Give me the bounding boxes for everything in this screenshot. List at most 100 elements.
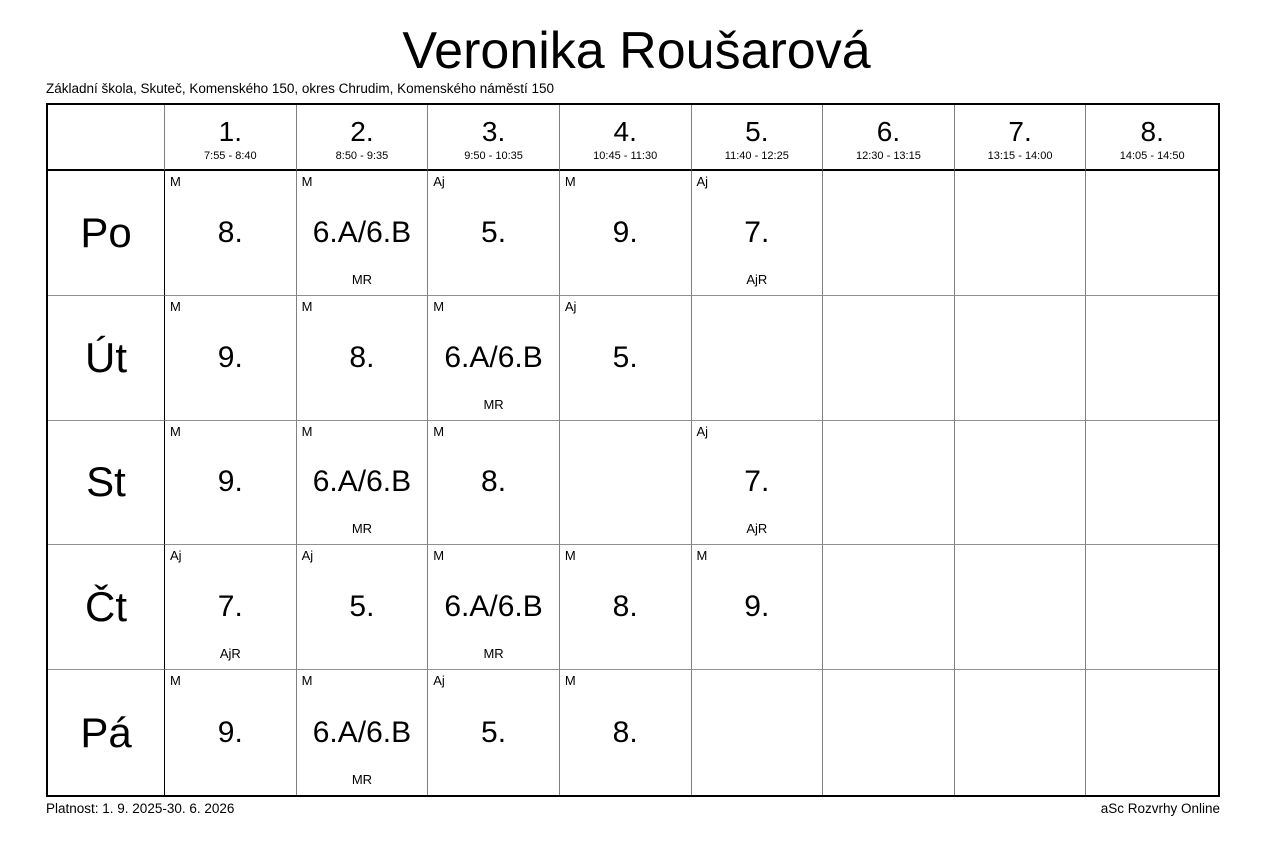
- period-time: 13:15 - 14:00: [987, 150, 1053, 162]
- empty-cell: [1086, 670, 1218, 795]
- period-header-3: 3. 9:50 - 10:35: [428, 105, 560, 171]
- lesson-cell: Aj 7. AjR: [691, 420, 824, 546]
- lesson-group: 8.: [612, 715, 638, 749]
- lesson-subject: Aj: [170, 548, 182, 564]
- lesson-group: 5.: [481, 715, 507, 749]
- lesson-cell: M 8.: [428, 420, 560, 546]
- period-time: 14:05 - 14:50: [1119, 150, 1185, 162]
- lesson-subject: M: [564, 673, 576, 689]
- lesson-cell: M 8.: [559, 670, 692, 795]
- lesson-group: 9.: [612, 215, 638, 249]
- lesson-subject: M: [433, 298, 445, 314]
- empty-cell: [691, 295, 824, 421]
- lesson-room: MR: [351, 521, 373, 537]
- lesson-cell: M 6.A/6.B MR: [296, 420, 429, 546]
- lesson-group: 7.: [744, 215, 770, 249]
- period-number: 4.: [613, 116, 637, 147]
- lesson-group: 6.A/6.B: [312, 715, 412, 749]
- day-label-text: Út: [85, 333, 127, 381]
- lesson-subject: Aj: [696, 174, 709, 189]
- lesson-group: 6.A/6.B: [444, 590, 543, 624]
- period-time: 12:30 - 13:15: [856, 150, 921, 162]
- period-header-8: 8. 14:05 - 14:50: [1086, 105, 1218, 171]
- lesson-subject: M: [564, 174, 576, 189]
- lesson-subject: M: [433, 548, 445, 564]
- empty-cell: [823, 670, 955, 795]
- empty-cell: [691, 670, 824, 795]
- lesson-group: 8.: [217, 215, 243, 249]
- lesson-cell: Aj 7. AjR: [691, 171, 824, 296]
- lesson-cell: M 9.: [691, 545, 824, 671]
- lesson-group: 7.: [217, 590, 243, 624]
- period-time: 10:45 - 11:30: [593, 150, 658, 162]
- day-label-text: Pá: [80, 708, 132, 756]
- lesson-subject: Aj: [433, 673, 445, 689]
- lesson-cell: Aj 5.: [428, 670, 560, 795]
- lesson-subject: M: [301, 298, 313, 314]
- lesson-room: AjR: [219, 646, 241, 662]
- empty-cell: [954, 670, 1087, 795]
- day-label-st: St: [48, 420, 165, 546]
- lesson-subject: M: [170, 298, 181, 314]
- lesson-subject: Aj: [696, 423, 709, 439]
- day-label-út: Út: [48, 295, 165, 421]
- lesson-cell: Aj 7. AjR: [165, 545, 297, 671]
- period-time: 8:50 - 9:35: [335, 150, 389, 162]
- period-number: 6.: [876, 116, 901, 147]
- lesson-subject: M: [301, 423, 313, 439]
- lesson-cell: M 6.A/6.B MR: [296, 670, 429, 795]
- period-number: 2.: [350, 116, 374, 147]
- period-number: 8.: [1140, 116, 1164, 147]
- timetable-grid: 1. 7:55 - 8:40 2. 8:50 - 9:35 3. 9:50 - 10:35…: [46, 103, 1220, 797]
- period-header-2: 2. 8:50 - 9:35: [296, 105, 429, 171]
- lesson-group: 8.: [612, 590, 638, 624]
- lesson-subject: Aj: [301, 548, 314, 564]
- empty-cell: [1086, 295, 1218, 421]
- day-label-po: Po: [48, 171, 165, 296]
- empty-cell: [823, 295, 955, 421]
- lesson-subject: M: [170, 174, 181, 189]
- period-header-7: 7. 13:15 - 14:00: [954, 105, 1087, 171]
- period-time: 9:50 - 10:35: [464, 150, 523, 162]
- empty-cell: [1086, 171, 1218, 296]
- lesson-cell: M 6.A/6.B MR: [428, 545, 560, 671]
- lesson-subject: M: [696, 548, 708, 564]
- empty-cell: [1086, 545, 1218, 671]
- empty-cell: [954, 295, 1087, 421]
- period-number: 5.: [745, 116, 769, 147]
- lesson-group: 5.: [612, 340, 638, 374]
- lesson-room: MR: [483, 396, 504, 412]
- lesson-room: MR: [351, 772, 373, 787]
- school-name: Základní škola, Skuteč, Komenského 150, …: [46, 81, 555, 96]
- period-time: 7:55 - 8:40: [204, 150, 257, 162]
- day-label-pá: Pá: [48, 670, 165, 795]
- lesson-group: 6.A/6.B: [444, 340, 543, 374]
- lesson-cell: Aj 5.: [428, 171, 560, 296]
- empty-cell: [954, 171, 1087, 296]
- lesson-cell: M 9.: [559, 171, 692, 296]
- lesson-group: 9.: [217, 465, 243, 499]
- lesson-cell: M 6.A/6.B MR: [296, 171, 429, 296]
- period-header-4: 4. 10:45 - 11:30: [559, 105, 692, 171]
- lesson-group: 6.A/6.B: [312, 465, 412, 499]
- period-number: 1.: [218, 116, 242, 147]
- lesson-room: MR: [351, 271, 373, 287]
- lesson-group: 6.A/6.B: [312, 215, 412, 249]
- lesson-group: 9.: [744, 590, 770, 624]
- day-label-text: Čt: [85, 583, 127, 631]
- lesson-subject: M: [564, 548, 576, 564]
- period-header-5: 5. 11:40 - 12:25: [691, 105, 824, 171]
- page-title: Veronika Roušarová: [402, 22, 871, 80]
- period-number: 7.: [1008, 116, 1032, 147]
- lesson-subject: M: [301, 673, 313, 689]
- period-header-1: 1. 7:55 - 8:40: [165, 105, 297, 171]
- empty-cell: [954, 545, 1087, 671]
- lesson-subject: M: [170, 673, 181, 689]
- lesson-group: 8.: [481, 465, 507, 499]
- empty-cell: [823, 545, 955, 671]
- empty-cell: [1086, 420, 1218, 546]
- empty-cell: [823, 171, 955, 296]
- lesson-cell: Aj 5.: [296, 545, 429, 671]
- empty-cell: [559, 420, 692, 546]
